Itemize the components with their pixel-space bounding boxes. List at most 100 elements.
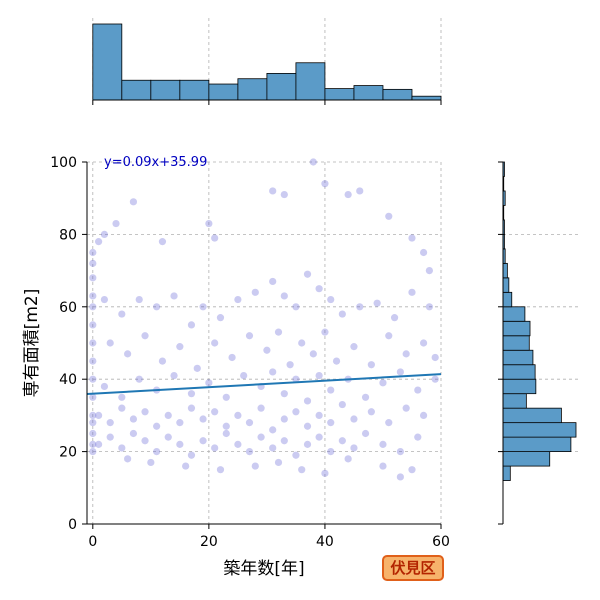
scatter-point — [95, 411, 103, 419]
scatter-point — [234, 440, 242, 448]
scatter-point — [315, 411, 323, 419]
scatter-point — [234, 295, 242, 304]
scatter-point — [327, 419, 335, 427]
scatter-point — [408, 288, 416, 296]
scatter-point — [89, 259, 97, 267]
scatter-point — [379, 462, 387, 470]
y-tick-label: 100 — [50, 155, 77, 171]
scatter-point — [240, 371, 248, 380]
scatter-point — [89, 375, 97, 383]
scatter-point — [205, 379, 213, 387]
scatter-point — [164, 411, 172, 419]
scatter-point — [170, 371, 178, 380]
scatter-point — [269, 277, 277, 286]
scatter-point — [356, 187, 364, 195]
scatter-point — [199, 415, 207, 423]
marginal-y-histogram — [498, 161, 580, 525]
scatter-point — [118, 310, 126, 318]
scatter-point — [158, 238, 167, 246]
scatter-point — [292, 375, 300, 383]
top-histogram-bar — [92, 23, 123, 101]
scatter-point — [211, 339, 219, 347]
scatter-point — [309, 350, 317, 358]
scatter-point — [89, 411, 97, 419]
scatter-point — [211, 444, 219, 452]
scatter-point — [205, 219, 213, 228]
scatter-point — [245, 332, 254, 340]
top-histogram-bar — [208, 83, 239, 101]
top-histogram-bar — [121, 79, 152, 101]
scatter-point — [292, 408, 300, 416]
scatter-point — [100, 382, 109, 391]
right-histogram-bar — [502, 335, 530, 351]
scatter-point — [170, 292, 178, 300]
scatter-point — [100, 230, 109, 238]
scatter-point — [89, 448, 97, 456]
y-tick-label: 40 — [59, 372, 77, 388]
scatter-point — [402, 350, 410, 358]
scatter-point — [414, 386, 422, 394]
scatter-point — [234, 411, 242, 419]
scatter-point — [228, 353, 236, 362]
main-grid — [87, 161, 442, 525]
scatter-point — [338, 437, 346, 445]
top-histogram-bar — [266, 73, 297, 101]
scatter-point — [280, 415, 288, 423]
scatter-point — [147, 458, 155, 467]
scatter-point — [431, 375, 439, 383]
top-histogram-ticks — [92, 100, 442, 105]
right-histogram-bar — [502, 277, 510, 293]
scatter-point — [269, 368, 277, 376]
right-histogram-ticks — [498, 161, 503, 525]
scatter-point — [390, 314, 399, 322]
scatter-point — [379, 440, 387, 448]
scatter-point — [129, 429, 138, 438]
scatter-point — [182, 462, 190, 470]
y-tick-label: 0 — [68, 517, 77, 533]
scatter-point — [187, 451, 196, 459]
scatter-point — [211, 234, 219, 242]
scatter-point — [344, 455, 352, 463]
scatter-point — [286, 361, 294, 369]
scatter-point — [106, 339, 114, 347]
scatter-point — [187, 404, 196, 412]
scatter-point — [350, 415, 358, 423]
scatter-point — [402, 404, 410, 412]
scatter-point — [338, 400, 346, 409]
y-tick-label: 60 — [59, 300, 77, 316]
scatter-point — [303, 397, 312, 405]
scatter-point — [431, 353, 439, 362]
scatter-point — [408, 466, 416, 474]
scatter-point — [361, 393, 370, 401]
scatter-point — [321, 180, 329, 188]
scatter-point — [216, 466, 225, 474]
scatter-point — [350, 444, 358, 452]
scatter-point — [257, 404, 265, 412]
scatter-point — [106, 419, 114, 427]
scatter-point — [129, 415, 138, 423]
scatter-point — [89, 274, 97, 282]
scatter-point — [303, 440, 312, 448]
x-axis-ticks: 0 20 40 60 — [88, 524, 450, 550]
scatter-point — [222, 429, 230, 438]
scatter-point — [367, 361, 375, 369]
right-histogram-bar — [502, 320, 531, 337]
scatter-point — [135, 375, 143, 383]
scatter-point — [269, 426, 277, 434]
scatter-point — [419, 411, 428, 419]
right-histogram-bar — [502, 349, 534, 366]
scatter-point — [280, 190, 288, 199]
scatter-point — [419, 248, 428, 257]
scatter-point — [425, 267, 433, 275]
x-tick-label: 60 — [432, 534, 450, 550]
top-histogram-bar — [179, 79, 210, 101]
scatter-point — [89, 292, 97, 300]
scatter-point — [292, 451, 300, 459]
scatter-point — [280, 292, 288, 300]
scatter-point — [251, 462, 259, 470]
x-tick-label: 40 — [316, 534, 334, 550]
scatter-point — [118, 393, 126, 401]
scatter-point — [187, 321, 196, 329]
scatter-point — [280, 437, 288, 445]
scatter-point — [176, 419, 184, 427]
